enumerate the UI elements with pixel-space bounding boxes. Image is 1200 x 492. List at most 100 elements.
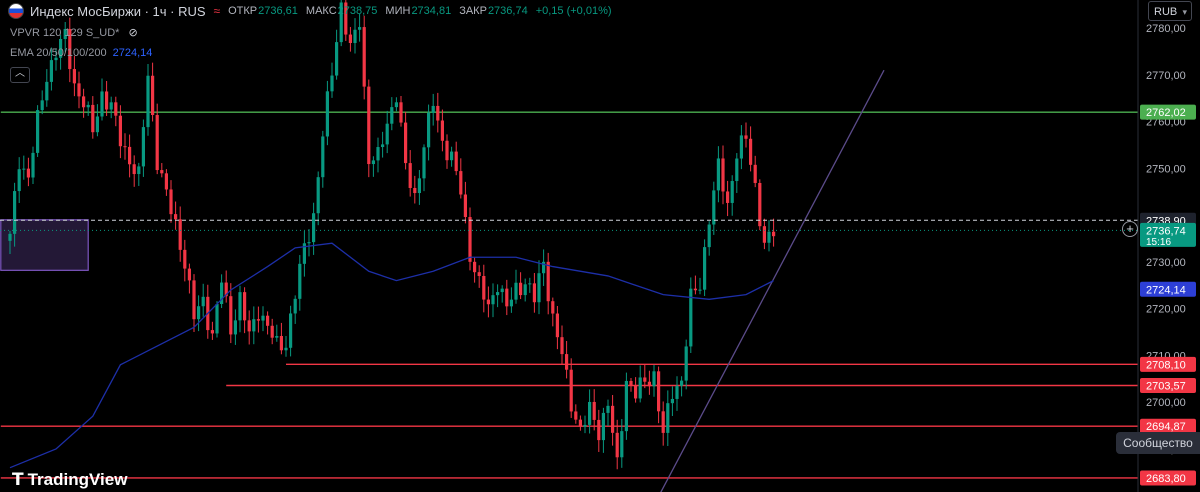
candle-body xyxy=(652,371,656,387)
currency-value: RUB xyxy=(1154,6,1178,18)
candle-body xyxy=(316,177,320,214)
close-value: 2736,74 xyxy=(487,5,528,17)
candle-body xyxy=(371,160,375,165)
candle-body xyxy=(164,173,168,190)
candle-body xyxy=(312,213,316,243)
candle-body xyxy=(537,273,541,303)
candle-body xyxy=(417,178,421,194)
candle-body xyxy=(45,81,49,101)
candle-body xyxy=(578,419,582,427)
candle-body xyxy=(178,219,182,250)
candle-body xyxy=(431,105,435,113)
candle-body xyxy=(22,168,26,170)
candle-body xyxy=(638,377,642,399)
candle-body xyxy=(348,34,352,44)
candle-body xyxy=(335,42,339,76)
ema-value: 2724,14 xyxy=(112,47,153,59)
candle-body xyxy=(468,216,472,262)
candle-body xyxy=(422,147,426,179)
candle-body xyxy=(666,403,670,433)
candle-body xyxy=(680,380,684,386)
candle-body xyxy=(72,69,76,84)
candle-body xyxy=(31,152,35,178)
candle-body xyxy=(261,315,265,321)
candle-body xyxy=(523,284,527,296)
candle-body xyxy=(86,104,90,108)
community-button[interactable]: Сообщество xyxy=(1116,432,1200,454)
candle-body xyxy=(381,144,385,148)
candle-body xyxy=(394,102,398,108)
candle-body xyxy=(675,385,679,399)
candle-body xyxy=(321,136,325,178)
hidden-eye-icon[interactable]: ⊘ xyxy=(128,27,138,39)
candle-body xyxy=(325,91,329,137)
candle-body xyxy=(730,181,734,203)
candle-body xyxy=(703,247,707,290)
candle-body xyxy=(413,187,417,194)
price-label-bg xyxy=(1140,418,1196,434)
candle-body xyxy=(624,380,628,432)
candle-body xyxy=(588,401,592,425)
candle-body xyxy=(726,191,730,203)
candle-body xyxy=(100,91,104,117)
candle-body xyxy=(436,105,440,121)
candle-body xyxy=(252,319,256,332)
tradingview-logo-icon: T xyxy=(12,470,24,490)
candle-body xyxy=(408,163,412,188)
add-alert-plus-icon[interactable]: + xyxy=(1122,221,1138,237)
candle-body xyxy=(606,405,610,413)
candle-body xyxy=(560,337,564,355)
candle-body xyxy=(114,102,118,116)
high-label: МАКС xyxy=(305,5,337,17)
price-label: 2694,87 xyxy=(1146,421,1186,433)
price-label-bg xyxy=(1140,222,1196,247)
candle-body xyxy=(615,432,619,458)
candle-body xyxy=(307,242,311,244)
candle-body xyxy=(224,282,228,297)
symbol-title[interactable]: Индекс МосБиржи · 1ч · RUS xyxy=(30,3,206,19)
candle-body xyxy=(772,231,776,237)
candle-body xyxy=(289,313,293,348)
y-tick-label: 2780,00 xyxy=(1146,23,1186,35)
candle-body xyxy=(201,296,205,307)
candle-body xyxy=(565,354,569,370)
candle-body xyxy=(459,171,463,195)
price-label: 2703,57 xyxy=(1146,381,1186,393)
price-label-bg xyxy=(1140,281,1196,297)
candle-body xyxy=(528,283,532,285)
candle-body xyxy=(183,249,187,269)
price-label: 2708,10 xyxy=(1146,359,1186,371)
candle-body xyxy=(137,166,141,175)
candle-body xyxy=(390,107,394,124)
candle-body xyxy=(238,292,242,321)
candle-body xyxy=(243,292,247,321)
candle-body xyxy=(427,112,431,148)
tradingview-logo[interactable]: T TradingView xyxy=(12,470,127,490)
russia-flag-icon xyxy=(8,3,24,19)
vpvr-indicator-legend[interactable]: VPVR 120 129 S_UD* ⊘ xyxy=(10,26,138,39)
collapse-legend-button[interactable]: ︿ xyxy=(10,67,30,83)
candle-body xyxy=(712,190,716,225)
candle-body xyxy=(385,123,389,145)
candle-body xyxy=(597,419,601,441)
price-label-bg xyxy=(1140,378,1196,394)
candle-body xyxy=(215,304,219,334)
ema-indicator-legend[interactable]: EMA 20/50/100/200 2724,14 xyxy=(10,47,152,59)
low-label: МИН xyxy=(385,5,411,17)
candle-body xyxy=(362,27,366,87)
price-label: 2762,02 xyxy=(1146,107,1186,119)
candle-body xyxy=(330,75,334,92)
candle-body xyxy=(716,158,720,191)
ema-line xyxy=(9,242,774,469)
candle-body xyxy=(105,91,109,110)
candle-body xyxy=(629,380,633,386)
candle-body xyxy=(197,306,201,320)
price-label-bg xyxy=(1140,470,1196,486)
low-value: 2734,81 xyxy=(411,5,452,17)
trend-line xyxy=(660,69,885,492)
candle-body xyxy=(440,120,444,141)
y-tick-label: 2720,00 xyxy=(1146,304,1186,316)
currency-select[interactable]: RUB ▾ xyxy=(1148,1,1192,21)
candle-body xyxy=(693,288,697,291)
